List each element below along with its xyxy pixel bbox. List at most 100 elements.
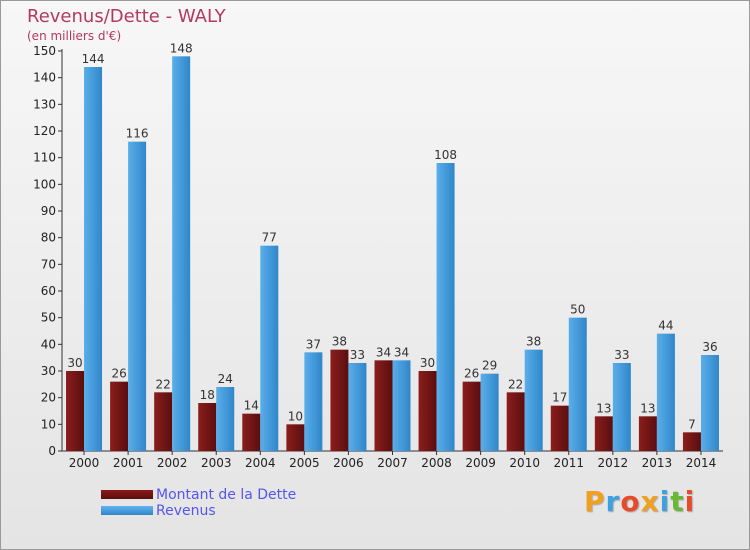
x-tick-label: 2011 [553, 456, 584, 470]
data-label-revenue: 33 [350, 348, 365, 362]
bar-debt [154, 392, 173, 451]
bar-revenue [524, 349, 543, 451]
data-label-revenue: 29 [482, 359, 497, 373]
bar-debt [462, 381, 481, 451]
data-label-revenue: 50 [570, 303, 585, 317]
logo-letter: x [640, 485, 660, 518]
data-label-debt: 30 [420, 356, 435, 370]
bar-revenue [216, 387, 235, 451]
bar-revenue [172, 56, 191, 451]
x-tick-label: 2008 [421, 456, 452, 470]
legend-swatch-revenue [101, 506, 153, 515]
x-tick-label: 2010 [509, 456, 540, 470]
y-tick-label: 30 [41, 364, 56, 378]
data-label-revenue: 38 [526, 335, 541, 349]
logo-letter: i [684, 485, 696, 518]
bar-debt [550, 405, 569, 451]
y-tick-label: 150 [33, 44, 56, 58]
x-tick-label: 2006 [333, 456, 364, 470]
bar-revenue [392, 360, 411, 451]
data-label-revenue: 148 [170, 41, 193, 55]
data-label-debt: 13 [596, 401, 611, 415]
data-label-revenue: 36 [702, 340, 717, 354]
chart-subtitle: (en milliers d'€) [27, 29, 122, 43]
data-label-debt: 13 [640, 401, 655, 415]
bar-revenue [84, 67, 103, 451]
logo-letter: o [620, 485, 641, 518]
data-label-debt: 17 [552, 391, 567, 405]
bar-revenue [656, 333, 675, 451]
bar-debt [66, 371, 85, 451]
data-label-debt: 34 [376, 345, 391, 359]
bar-debt [374, 360, 393, 451]
y-tick-label: 0 [48, 444, 56, 458]
x-tick-label: 2003 [201, 456, 232, 470]
bar-revenue [436, 163, 455, 451]
bar-revenue [612, 363, 631, 451]
data-label-revenue: 24 [218, 372, 233, 386]
logo-letter: i [659, 485, 671, 518]
y-tick-label: 70 [41, 257, 56, 271]
y-tick-label: 40 [41, 337, 56, 351]
y-tick-label: 100 [33, 177, 56, 191]
data-label-debt: 7 [688, 417, 696, 431]
data-label-revenue: 108 [434, 148, 457, 162]
data-label-revenue: 34 [394, 345, 409, 359]
y-tick-label: 60 [41, 284, 56, 298]
bar-revenue [568, 317, 587, 451]
logo-letter: r [605, 485, 621, 518]
x-tick-label: 2002 [157, 456, 188, 470]
data-label-debt: 22 [156, 377, 171, 391]
bar-debt [638, 416, 657, 451]
bar-debt [330, 349, 349, 451]
bar-revenue [128, 141, 147, 451]
bar-debt [418, 371, 437, 451]
bar-debt [286, 424, 305, 451]
y-tick-label: 80 [41, 231, 56, 245]
x-tick-label: 2007 [377, 456, 408, 470]
bar-revenue [700, 355, 719, 451]
y-tick-label: 140 [33, 71, 56, 85]
data-label-revenue: 116 [126, 127, 149, 141]
y-tick-label: 130 [33, 97, 56, 111]
bar-debt [242, 413, 261, 451]
logo-letter: t [670, 485, 685, 518]
y-tick-label: 20 [41, 391, 56, 405]
data-label-debt: 22 [508, 377, 523, 391]
bar-debt [506, 392, 525, 451]
data-label-revenue: 37 [306, 337, 321, 351]
x-tick-label: 2004 [245, 456, 276, 470]
data-label-revenue: 77 [262, 231, 277, 245]
logo-letter: P [584, 485, 606, 518]
bar-debt [682, 432, 701, 451]
x-tick-label: 2001 [113, 456, 144, 470]
bar-revenue [304, 352, 323, 451]
data-label-debt: 14 [244, 399, 259, 413]
data-label-revenue: 33 [614, 348, 629, 362]
data-label-debt: 38 [332, 335, 347, 349]
data-label-debt: 26 [464, 367, 479, 381]
x-tick-label: 2000 [69, 456, 100, 470]
bar-revenue [260, 245, 279, 451]
legend-label-debt: Montant de la Dette [156, 487, 297, 503]
bar-debt [594, 416, 613, 451]
data-label-debt: 10 [288, 409, 303, 423]
data-label-debt: 26 [111, 367, 126, 381]
data-label-revenue: 144 [82, 52, 105, 66]
bar-chart: 0 10 20 30 40 50 60 70 80 90 100 110 120 130 140 150 200… [33, 41, 723, 470]
y-tick-label: 10 [41, 417, 56, 431]
x-tick-label: 2013 [642, 456, 673, 470]
bar-revenue [348, 363, 367, 451]
bar-revenue [480, 373, 499, 451]
chart-title: Revenus/Dette - WALY [27, 6, 226, 27]
proxiti-logo: Proxiti [584, 485, 695, 518]
x-tick-label: 2005 [289, 456, 320, 470]
y-tick-label: 90 [41, 204, 56, 218]
x-tick-label: 2014 [686, 456, 717, 470]
x-tick-label: 2012 [598, 456, 629, 470]
bar-debt [110, 381, 129, 451]
bar-debt [198, 403, 217, 451]
y-tick-label: 120 [33, 124, 56, 138]
x-tick-label: 2009 [465, 456, 496, 470]
